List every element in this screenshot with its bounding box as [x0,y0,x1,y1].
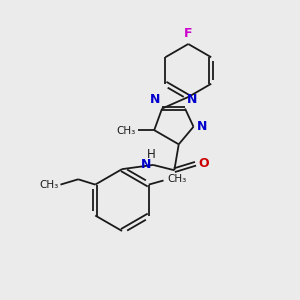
Text: H: H [147,148,156,161]
Text: N: N [197,120,207,133]
Text: CH₃: CH₃ [117,126,136,136]
Text: CH₃: CH₃ [40,180,59,190]
Text: N: N [141,158,152,171]
Text: N: N [187,93,197,106]
Text: N: N [150,93,161,106]
Text: O: O [198,157,208,170]
Text: F: F [184,27,193,40]
Text: CH₃: CH₃ [167,174,186,184]
